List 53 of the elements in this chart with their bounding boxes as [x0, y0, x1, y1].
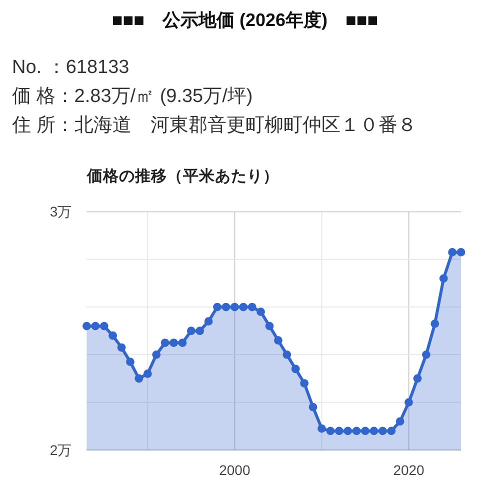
point: [334, 426, 344, 436]
text: 住 所：北海道 河東郡音更町柳町仲区１０番８: [11, 114, 416, 136]
text: 価 格：2.83万/㎡ (9.35万/坪): [12, 86, 253, 107]
point: [344, 426, 352, 436]
point: [422, 350, 430, 359]
point: [448, 248, 456, 256]
point: [248, 302, 256, 312]
x-tick-label: 2000: [219, 462, 250, 478]
chart-title: ■■■ 公示地価 (2026年度) ■■■: [112, 10, 378, 30]
point: [430, 320, 440, 328]
chart-subtitle: 価格の推移（平米あたり）: [86, 167, 279, 185]
point: [134, 374, 144, 383]
point: [318, 424, 326, 433]
point: [282, 350, 292, 359]
point: [256, 308, 265, 316]
point: [108, 331, 118, 340]
point: [404, 398, 413, 407]
point: [222, 302, 230, 312]
point: [439, 274, 448, 283]
point: [378, 426, 387, 436]
point: [100, 322, 108, 330]
point: [274, 336, 282, 345]
point: [396, 417, 404, 426]
point: [230, 302, 239, 312]
y-tick-label: 3万: [50, 204, 72, 220]
point: [204, 317, 213, 326]
point: [308, 402, 318, 412]
point: [143, 370, 152, 378]
point: [196, 326, 204, 336]
point: [387, 426, 396, 436]
x-tick-label: 2020: [393, 462, 425, 478]
point: [361, 426, 370, 436]
point: [152, 350, 161, 359]
point: [413, 374, 422, 383]
point: [186, 326, 196, 336]
y-tick-label: 2万: [50, 442, 72, 458]
point: [291, 364, 300, 374]
point: [213, 302, 222, 312]
point: [91, 322, 100, 330]
point: [326, 426, 335, 436]
point: [456, 248, 466, 256]
point: [160, 338, 170, 347]
point: [370, 426, 378, 436]
point: [178, 338, 187, 347]
point: [265, 322, 274, 330]
point: [300, 379, 309, 388]
point: [117, 343, 126, 352]
point: [239, 302, 248, 312]
point: [82, 322, 91, 330]
point: [126, 358, 134, 366]
point: [352, 426, 361, 436]
point: [170, 338, 178, 347]
text: No. ：618133: [12, 57, 130, 78]
